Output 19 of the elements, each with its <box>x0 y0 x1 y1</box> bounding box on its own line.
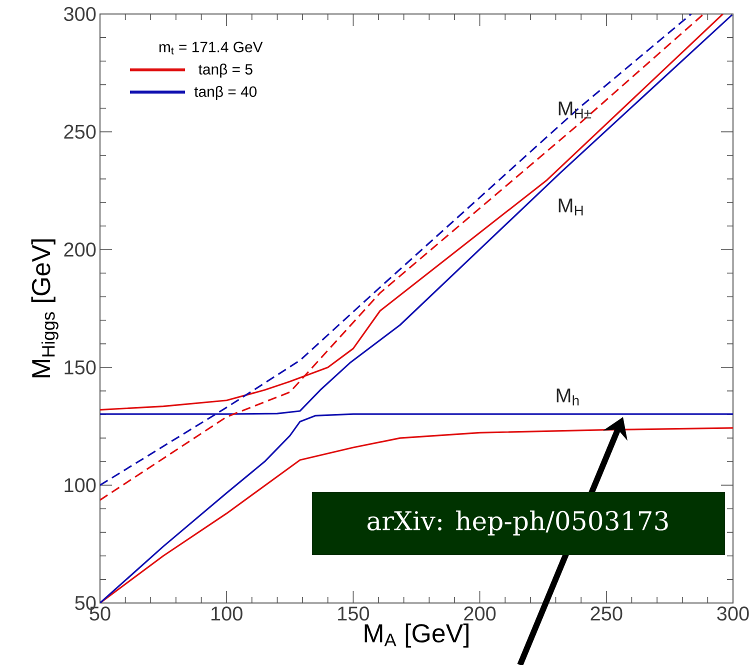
y-tick-label: 200 <box>64 242 96 257</box>
y-axis-title: M$_{Higgs}$ [GeV] <box>31 239 58 378</box>
y-tick-label: 250 <box>64 124 96 139</box>
x-tick-label: 300 <box>717 606 749 621</box>
annotation: M$_{h}$ <box>556 388 579 406</box>
y-tick-label: 300 <box>64 6 96 22</box>
x-tick-label: 150 <box>338 606 370 621</box>
annotation: M$_{H}$ <box>558 198 583 216</box>
y-tick-label: 150 <box>64 360 96 374</box>
x-axis-title: M$_{A}$ [GeV] <box>364 623 468 648</box>
legend-title: m$_{t}$ = 171.4 GeV <box>159 42 263 54</box>
legend-label: tanβ = 40 <box>194 86 257 100</box>
x-tick-label: 100 <box>211 606 242 621</box>
annotation: arXiv: hep-ph/0503173 <box>368 510 668 536</box>
x-tick-label: 200 <box>464 606 496 621</box>
y-tick-label: 100 <box>64 478 96 492</box>
x-tick-label: 250 <box>590 606 622 621</box>
legend-label: tanβ = 5 <box>198 64 252 78</box>
annotation: M$_{H±}$ <box>558 102 592 118</box>
